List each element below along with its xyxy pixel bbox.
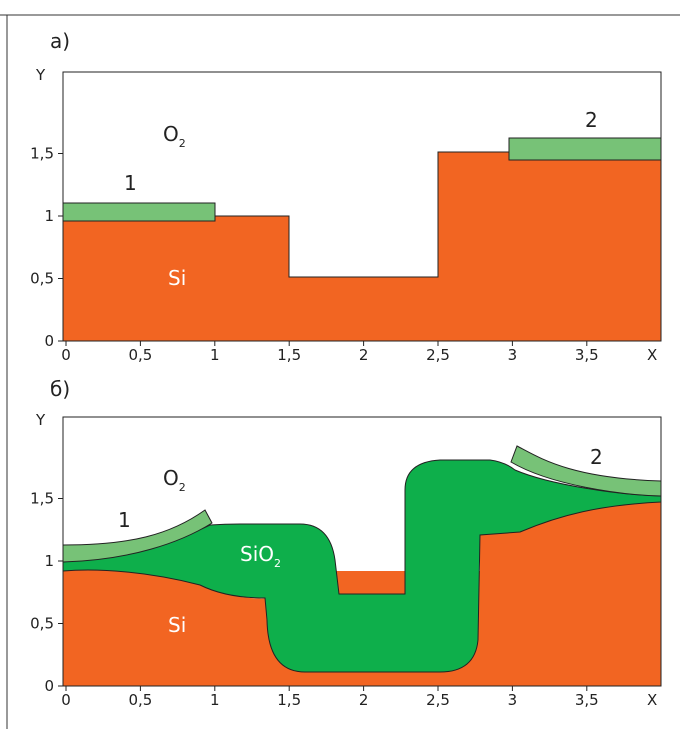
x-tick-label: 3 [508, 691, 518, 709]
layer-label: 2 [585, 108, 598, 132]
gas-label: O2 [163, 466, 186, 494]
x-tick-label: 0,5 [128, 346, 152, 364]
y-tick-label: 1 [44, 207, 54, 225]
substrate-label: Si [168, 613, 186, 637]
silicon [63, 152, 661, 341]
plot-frame [62, 416, 662, 687]
plot-frame [62, 71, 662, 342]
x-tick-label: 2 [359, 346, 369, 364]
x-tick-label: 2,5 [426, 346, 450, 364]
layer-1 [62, 509, 213, 563]
panel-a [62, 71, 662, 342]
x-tick-label: 1 [210, 691, 220, 709]
y-tick-label: 1,5 [30, 490, 54, 508]
axis-x-label: X [647, 346, 657, 364]
y-tick-label: 1,5 [30, 145, 54, 163]
silicon [63, 570, 265, 686]
gas-label-sub: 2 [179, 137, 186, 150]
panel-b [62, 416, 662, 687]
layer-label: 2 [590, 445, 603, 469]
layer-label: 1 [118, 508, 131, 532]
gas-label-sub: 2 [179, 481, 186, 494]
y-tick-label: 0,5 [30, 270, 54, 288]
x-tick-label: 0,5 [128, 691, 152, 709]
gas-label-main: O [163, 466, 179, 490]
oxide-label: SiO2 [240, 542, 281, 570]
x-tick-label: 3,5 [575, 691, 599, 709]
panel-label: б) [50, 377, 70, 401]
x-tick-label: 3 [508, 346, 518, 364]
oxide-label-main: SiO [240, 542, 274, 566]
substrate-label: Si [168, 266, 186, 290]
x-tick-label: 0 [61, 691, 71, 709]
y-tick-label: 1 [44, 552, 54, 570]
layer-1 [62, 202, 216, 222]
layer-2 [508, 137, 662, 161]
panel-label: а) [50, 29, 70, 53]
si-outline [63, 151, 509, 278]
gas-label-main: O [163, 122, 179, 146]
y-tick-label: 0 [44, 677, 54, 695]
silicon [480, 502, 661, 686]
axis-y-label: Y [35, 66, 46, 84]
x-tick-label: 1,5 [277, 346, 301, 364]
x-tick-label: 0 [61, 346, 71, 364]
y-tick-label: 0 [44, 332, 54, 350]
gas-label: O2 [163, 122, 186, 150]
x-tick-label: 1 [210, 346, 220, 364]
x-tick-label: 2 [359, 691, 369, 709]
y-tick-label: 0,5 [30, 615, 54, 633]
layer-label: 1 [124, 171, 137, 195]
x-tick-label: 1,5 [277, 691, 301, 709]
x-tick-label: 3,5 [575, 346, 599, 364]
axis-x-label: X [647, 691, 657, 709]
oxide-label-sub: 2 [274, 557, 281, 570]
x-tick-label: 2,5 [426, 691, 450, 709]
axis-y-label: Y [35, 411, 46, 429]
